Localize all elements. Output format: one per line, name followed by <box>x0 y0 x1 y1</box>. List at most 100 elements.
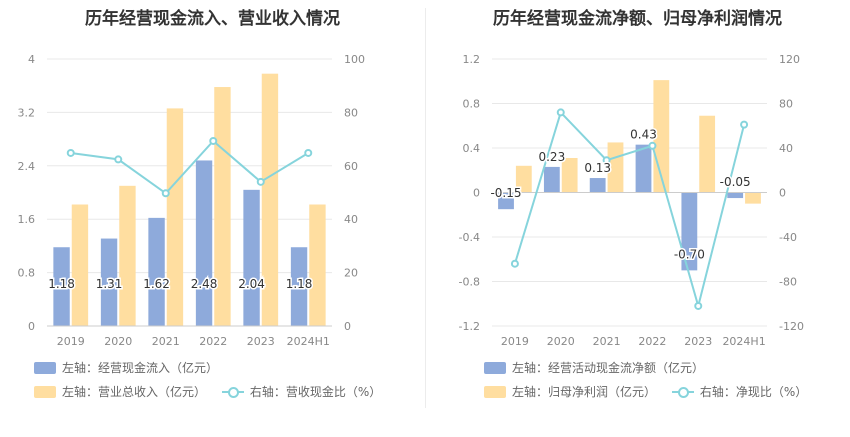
legend-item-revenue-cash-ratio[interactable]: 右轴：营收现金比（%） <box>221 383 382 400</box>
bar-primary <box>635 144 652 193</box>
y-left-tick-label: 0 <box>28 320 35 333</box>
y-left-tick-label: 3.2 <box>18 106 36 119</box>
bar-secondary <box>261 73 279 326</box>
bar-primary <box>243 189 260 326</box>
bar-primary <box>727 192 744 199</box>
panel-divider <box>425 8 426 408</box>
bar-data-label: -0.15 <box>490 186 521 200</box>
line-point <box>256 177 265 186</box>
y-left-tick-label: 4 <box>28 53 35 66</box>
legend-swatch-revenue <box>34 385 56 398</box>
line-point <box>66 148 75 157</box>
bar-data-label: 2.48 <box>191 277 218 291</box>
line-point <box>209 136 218 145</box>
x-tick-label: 2020 <box>547 335 575 348</box>
legend-swatch-revenue-cash-ratio <box>221 386 244 398</box>
bar-secondary <box>607 142 624 193</box>
bar-data-label: 0.23 <box>538 150 565 164</box>
y-right-tick-label: 80 <box>779 98 793 111</box>
bar-data-label: -0.05 <box>720 175 751 189</box>
bar-data-label: 1.18 <box>48 277 75 291</box>
x-tick-label: 2024H1 <box>722 335 765 348</box>
legend-row-2: 左轴：营业总收入（亿元） 右轴：营收现金比（%） <box>34 383 393 401</box>
legend-item-net-cashflow[interactable]: 左轴：经营活动现金流净额（亿元） <box>484 359 704 376</box>
bar-secondary <box>561 158 578 193</box>
y-right-tick-label: 60 <box>344 160 358 173</box>
y-right-tick-label: 80 <box>344 106 358 119</box>
bar-secondary <box>214 87 231 326</box>
line-point <box>114 155 123 164</box>
y-right-tick-label: 40 <box>344 213 358 226</box>
legend-label: 右轴：营收现金比（%） <box>249 385 382 399</box>
line-point <box>510 259 519 268</box>
bar-secondary <box>119 185 136 326</box>
x-tick-label: 2023 <box>247 335 275 348</box>
y-left-tick-label: 0.4 <box>463 142 481 155</box>
y-left-tick-label: 1.6 <box>18 213 36 226</box>
y-left-tick-label: 1.2 <box>463 53 481 66</box>
bar-secondary <box>699 115 716 193</box>
line-point <box>648 141 657 150</box>
legend-swatch-net-profit <box>484 385 506 398</box>
y-right-tick-label: -120 <box>779 320 804 333</box>
line-point <box>740 120 749 129</box>
bar-primary <box>290 247 308 326</box>
x-tick-label: 2021 <box>593 335 621 348</box>
y-left-tick-label: 0.8 <box>463 98 481 111</box>
chart-title: 历年经营现金流入、营业收入情况 <box>85 9 340 29</box>
bar-secondary <box>745 192 761 204</box>
legend-label: 左轴：归母净利润（亿元） <box>512 385 657 399</box>
x-tick-label: 2019 <box>501 335 529 348</box>
legend-swatch-net-cash-ratio <box>671 386 694 398</box>
legend-row-1: 左轴：经营现金流入（亿元） <box>34 359 230 377</box>
y-right-tick-label: 120 <box>779 53 800 66</box>
legend-item-net-profit[interactable]: 左轴：归母净利润（亿元） <box>484 383 656 400</box>
x-tick-label: 2020 <box>104 335 132 348</box>
bar-primary <box>543 166 560 193</box>
bar-data-label: 0.43 <box>630 128 657 142</box>
legend-label: 右轴：净现比（%） <box>699 385 808 399</box>
bar-secondary <box>515 165 532 193</box>
bar-data-label: 1.62 <box>143 277 170 291</box>
bar-secondary <box>71 204 89 326</box>
x-tick-label: 2024H1 <box>287 335 330 348</box>
y-left-tick-label: -0.4 <box>459 231 480 244</box>
bar-primary <box>148 217 165 326</box>
y-right-tick-label: 100 <box>344 53 365 66</box>
chart-canvas: -1.2 -0.8 -0.4 0 0.4 0.8 1.2 -120 -80 -40 0 40 80 120… <box>459 53 804 348</box>
legend-item-revenue[interactable]: 左轴：营业总收入（亿元） <box>34 383 206 400</box>
bar-primary <box>589 178 606 193</box>
line-point <box>161 189 170 198</box>
legend-item-cash-inflow[interactable]: 左轴：经营现金流入（亿元） <box>34 359 218 376</box>
line-point <box>602 156 611 165</box>
bar-secondary <box>309 204 326 326</box>
y-right-tick-label: 0 <box>779 187 786 200</box>
bar-data-label: 1.18 <box>286 277 313 291</box>
chart-title: 历年经营现金流净额、归母净利润情况 <box>493 9 782 29</box>
x-tick-label: 2021 <box>152 335 180 348</box>
legend-row-1: 左轴：经营活动现金流净额（亿元） <box>484 359 716 377</box>
bar-primary <box>195 160 213 326</box>
chart-panel-cash-inflow-revenue: 历年经营现金流入、营业收入情况 0 0.8 1.6 2.4 3.2 4 0 20 40 60 80 1… <box>18 9 393 401</box>
x-tick-label: 2022 <box>638 335 666 348</box>
legend-label: 左轴：经营活动现金流净额（亿元） <box>512 361 705 375</box>
y-right-tick-label: 0 <box>344 320 351 333</box>
bar-primary <box>100 238 118 326</box>
bar-primary <box>681 192 698 271</box>
bar-data-label: 0.13 <box>584 161 611 175</box>
line-point <box>304 148 313 157</box>
y-left-tick-label: 0.8 <box>18 267 36 280</box>
y-left-tick-label: 2.4 <box>18 160 36 173</box>
x-tick-label: 2023 <box>684 335 712 348</box>
y-right-tick-label: 20 <box>344 267 358 280</box>
legend-row-2: 左轴：归母净利润（亿元） 右轴：净现比（%） <box>484 383 819 401</box>
bar-primary <box>53 247 70 326</box>
y-right-tick-label: 40 <box>779 142 793 155</box>
y-left-tick-label: 0 <box>473 187 480 200</box>
bar-data-label: 1.31 <box>96 277 123 291</box>
x-tick-label: 2019 <box>57 335 85 348</box>
legend-item-net-cash-ratio[interactable]: 右轴：净现比（%） <box>671 383 808 400</box>
legend-swatch-cash-inflow <box>34 361 56 374</box>
legend-label: 左轴：经营现金流入（亿元） <box>62 361 219 375</box>
